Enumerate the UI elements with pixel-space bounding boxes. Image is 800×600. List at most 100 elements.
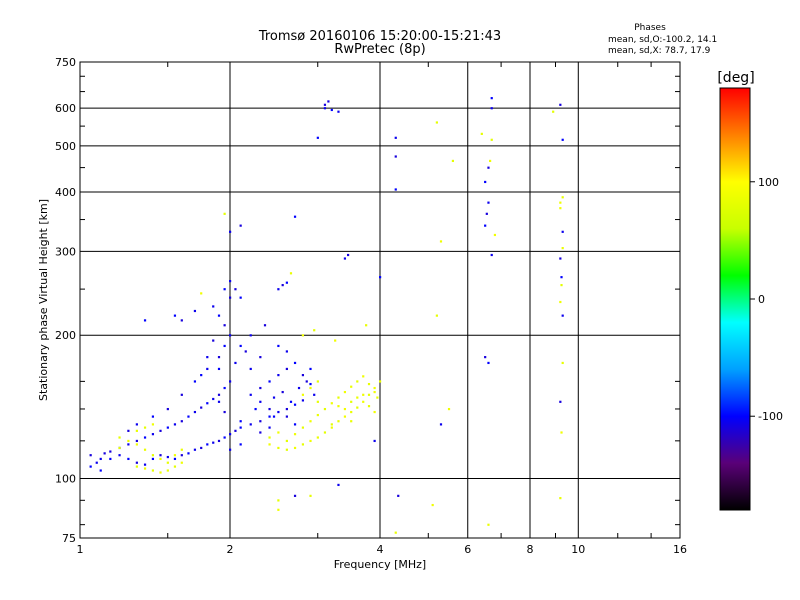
- data-point-o: [327, 100, 330, 103]
- data-point-x: [118, 446, 121, 450]
- data-point-o: [249, 367, 252, 371]
- data-point-o: [127, 429, 130, 432]
- data-point-x: [435, 121, 438, 124]
- colorbar-ticks: 100 0 -100: [750, 176, 783, 423]
- data-point-o: [323, 103, 327, 106]
- data-point-x: [379, 380, 382, 383]
- data-point-x: [316, 436, 319, 439]
- data-point-o: [217, 367, 221, 371]
- data-point-o: [193, 448, 197, 451]
- data-point-x: [180, 448, 183, 451]
- data-point-x: [268, 436, 271, 439]
- data-point-o: [277, 410, 280, 414]
- data-point-o: [212, 441, 215, 444]
- data-point-x: [365, 324, 368, 327]
- data-point-o: [277, 288, 280, 291]
- data-point-x: [301, 443, 305, 446]
- data-point-x: [309, 439, 312, 443]
- data-point-o: [229, 433, 232, 436]
- data-point-x: [561, 196, 564, 199]
- data-point-o: [297, 386, 301, 390]
- x-tick-label: 2: [227, 543, 234, 556]
- data-point-x: [323, 407, 327, 411]
- data-point-x: [277, 431, 280, 434]
- data-point-o: [166, 426, 169, 429]
- data-point-x: [376, 396, 379, 399]
- data-point-x: [135, 465, 138, 468]
- data-point-x: [143, 426, 147, 429]
- data-point-x: [343, 407, 347, 411]
- data-point-x: [159, 457, 162, 461]
- data-point-o: [180, 319, 183, 322]
- data-point-x: [490, 138, 493, 141]
- data-point-o: [159, 454, 162, 457]
- data-point-o: [229, 380, 232, 383]
- data-point-x: [309, 386, 312, 390]
- data-point-o: [193, 309, 197, 313]
- data-point-o: [285, 367, 288, 371]
- data-point-o: [212, 305, 215, 308]
- data-point-o: [234, 429, 237, 432]
- data-point-o: [268, 407, 271, 411]
- data-point-o: [200, 446, 203, 450]
- data-point-o: [490, 253, 493, 257]
- data-point-o: [239, 224, 242, 227]
- data-point-x: [373, 410, 376, 414]
- data-point-x: [559, 207, 562, 210]
- data-point-x: [561, 247, 564, 250]
- data-point-x: [559, 201, 562, 204]
- data-point-x: [330, 402, 333, 405]
- scatter-points: [89, 97, 564, 534]
- data-point-o: [151, 415, 155, 418]
- data-point-o: [135, 423, 138, 426]
- data-point-x: [334, 339, 337, 342]
- data-point-o: [173, 314, 177, 317]
- data-point-o: [244, 350, 247, 353]
- data-point-o: [346, 253, 350, 257]
- data-point-o: [166, 407, 169, 411]
- data-point-o: [313, 393, 316, 396]
- data-point-o: [109, 457, 112, 461]
- data-point-o: [173, 423, 177, 426]
- data-point-o: [293, 403, 297, 406]
- data-point-x: [135, 429, 138, 432]
- data-point-x: [127, 439, 130, 443]
- data-point-x: [367, 405, 371, 408]
- data-point-x: [451, 159, 455, 163]
- x-tick-labels: 1 2 4 6 8 10 16: [77, 543, 688, 556]
- data-point-o: [259, 420, 262, 423]
- data-point-x: [493, 233, 497, 237]
- data-point-o: [143, 436, 147, 439]
- data-point-o: [559, 400, 562, 403]
- data-point-o: [305, 380, 308, 383]
- data-point-o: [249, 393, 252, 396]
- data-point-o: [484, 356, 487, 359]
- data-point-o: [229, 296, 232, 299]
- data-point-o: [272, 415, 276, 418]
- data-point-o: [206, 367, 209, 371]
- data-point-o: [394, 188, 397, 191]
- data-point-o: [559, 103, 562, 106]
- data-point-o: [281, 284, 284, 287]
- data-point-x: [343, 390, 347, 394]
- data-point-x: [285, 439, 288, 443]
- data-point-x: [394, 531, 397, 534]
- data-point-o: [229, 280, 232, 283]
- data-point-x: [277, 446, 280, 450]
- data-point-o: [217, 356, 221, 359]
- data-point-x: [560, 284, 563, 287]
- data-point-o: [217, 314, 221, 317]
- data-point-o: [173, 457, 177, 461]
- data-point-o: [239, 443, 242, 446]
- data-point-x: [362, 400, 365, 403]
- data-point-o: [490, 107, 493, 110]
- data-point-x: [356, 406, 359, 409]
- data-point-o: [259, 386, 262, 390]
- data-point-x: [151, 423, 155, 426]
- data-point-o: [239, 420, 242, 423]
- data-point-o: [200, 406, 203, 409]
- data-point-x: [439, 240, 443, 243]
- data-point-x: [367, 382, 371, 386]
- data-point-o: [285, 407, 288, 411]
- data-point-o: [206, 356, 209, 359]
